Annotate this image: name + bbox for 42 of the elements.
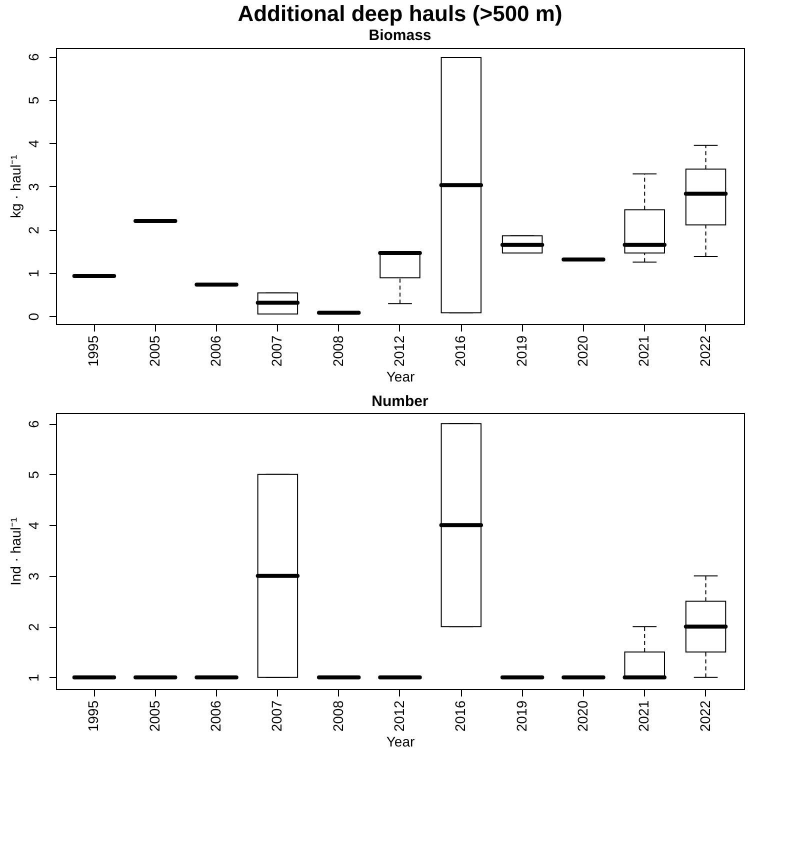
x-tick-label: 2020 (574, 335, 590, 367)
y-tick-label: 6 (26, 53, 42, 62)
x-tick-label: 2007 (268, 335, 285, 367)
x-tick-label: 2021 (636, 335, 652, 367)
chart-subtitle: Biomass (368, 27, 432, 44)
x-tick-label: 2006 (208, 335, 224, 367)
x-tick-label: 2016 (452, 700, 468, 732)
chart-title: Additional deep hauls (>500 m) (238, 1, 562, 26)
y-axis-title: kg · haul⁻¹ (8, 154, 24, 218)
x-axis-title: Year (386, 368, 415, 385)
y-tick-label: 1 (26, 269, 42, 278)
x-tick-label: 2022 (696, 700, 713, 732)
x-tick-label: 2012 (391, 700, 407, 732)
x-tick-label: 2008 (330, 335, 346, 367)
y-tick-label: 5 (26, 470, 42, 479)
y-tick-label: 4 (26, 522, 42, 530)
x-tick-label: 2016 (452, 335, 468, 367)
x-tick-label: 2012 (391, 335, 407, 367)
x-tick-label: 2019 (513, 700, 530, 732)
chart-title: Number (372, 393, 428, 410)
y-tick-label: 0 (26, 312, 42, 321)
x-tick-label: 2005 (146, 700, 162, 732)
y-tick-label: 6 (26, 420, 42, 428)
x-tick-label: 1995 (85, 700, 102, 732)
x-tick-label: 2020 (574, 700, 590, 732)
x-tick-label: 1995 (85, 335, 102, 367)
y-tick-label: 4 (26, 140, 42, 148)
x-tick-label: 2005 (146, 335, 162, 367)
y-tick-label: 5 (26, 96, 42, 104)
x-tick-label: 2008 (330, 700, 346, 732)
y-axis-title: Ind · haul⁻¹ (8, 517, 24, 586)
x-tick-label: 2021 (636, 700, 652, 732)
x-tick-label: 2007 (268, 700, 285, 732)
x-tick-label: 2022 (696, 335, 713, 367)
y-tick-label: 3 (26, 572, 42, 580)
x-tick-label: 2019 (513, 335, 530, 367)
y-tick-label: 2 (26, 622, 42, 631)
y-tick-label: 3 (26, 182, 42, 191)
y-tick-label: 2 (26, 226, 42, 234)
x-tick-label: 2006 (208, 700, 224, 732)
y-tick-label: 1 (26, 674, 42, 682)
x-axis-title: Year (386, 734, 415, 750)
